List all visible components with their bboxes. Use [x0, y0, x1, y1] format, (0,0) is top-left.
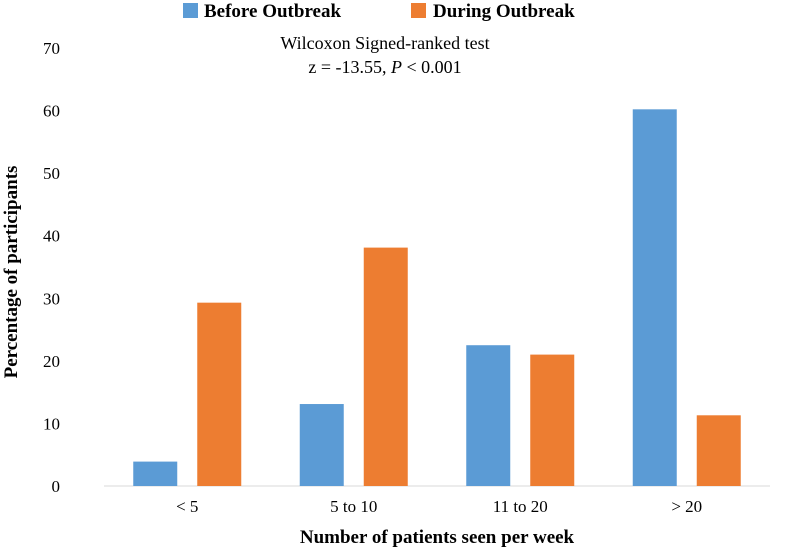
x-tick-label: > 20: [671, 497, 702, 516]
bar-before: [466, 345, 511, 486]
x-tick-label: < 5: [176, 497, 198, 516]
bar-before: [632, 109, 677, 486]
legend-label-before: Before Outbreak: [204, 1, 341, 22]
y-tick-label: 10: [43, 414, 60, 433]
bar-during: [530, 354, 575, 486]
annotation: Wilcoxon Signed-ranked test z = -13.55, …: [280, 33, 489, 77]
annotation-line-2: z = -13.55, P < 0.001: [308, 57, 461, 77]
x-tick-label: 5 to 10: [330, 497, 377, 516]
legend-label-during: During Outbreak: [433, 1, 575, 22]
x-tick-label: 11 to 20: [493, 497, 548, 516]
x-axis-title: Number of patients seen per week: [300, 527, 575, 548]
annotation-line-1: Wilcoxon Signed-ranked test: [280, 33, 489, 53]
y-tick-label: 70: [43, 39, 60, 58]
legend: Before Outbreak During Outbreak: [183, 1, 575, 22]
bars: [133, 109, 741, 486]
y-tick-label: 0: [52, 477, 61, 496]
y-tick-label: 50: [43, 164, 60, 183]
legend-swatch-during: [411, 3, 426, 18]
bar-during: [363, 247, 408, 486]
y-tick-label: 20: [43, 352, 60, 371]
bar-before: [299, 404, 344, 486]
bar-during: [696, 415, 741, 486]
bar-during: [197, 302, 242, 486]
y-tick-label: 60: [43, 102, 60, 121]
y-tick-labels: 0 10 20 30 40 50 60 70: [43, 39, 60, 496]
bar-before: [133, 461, 178, 486]
y-tick-label: 30: [43, 289, 60, 308]
legend-swatch-before: [183, 3, 198, 18]
y-tick-label: 40: [43, 227, 60, 246]
x-tick-labels: < 5 5 to 10 11 to 20 > 20: [176, 497, 702, 516]
y-axis-title: Percentage of participants: [1, 166, 22, 379]
